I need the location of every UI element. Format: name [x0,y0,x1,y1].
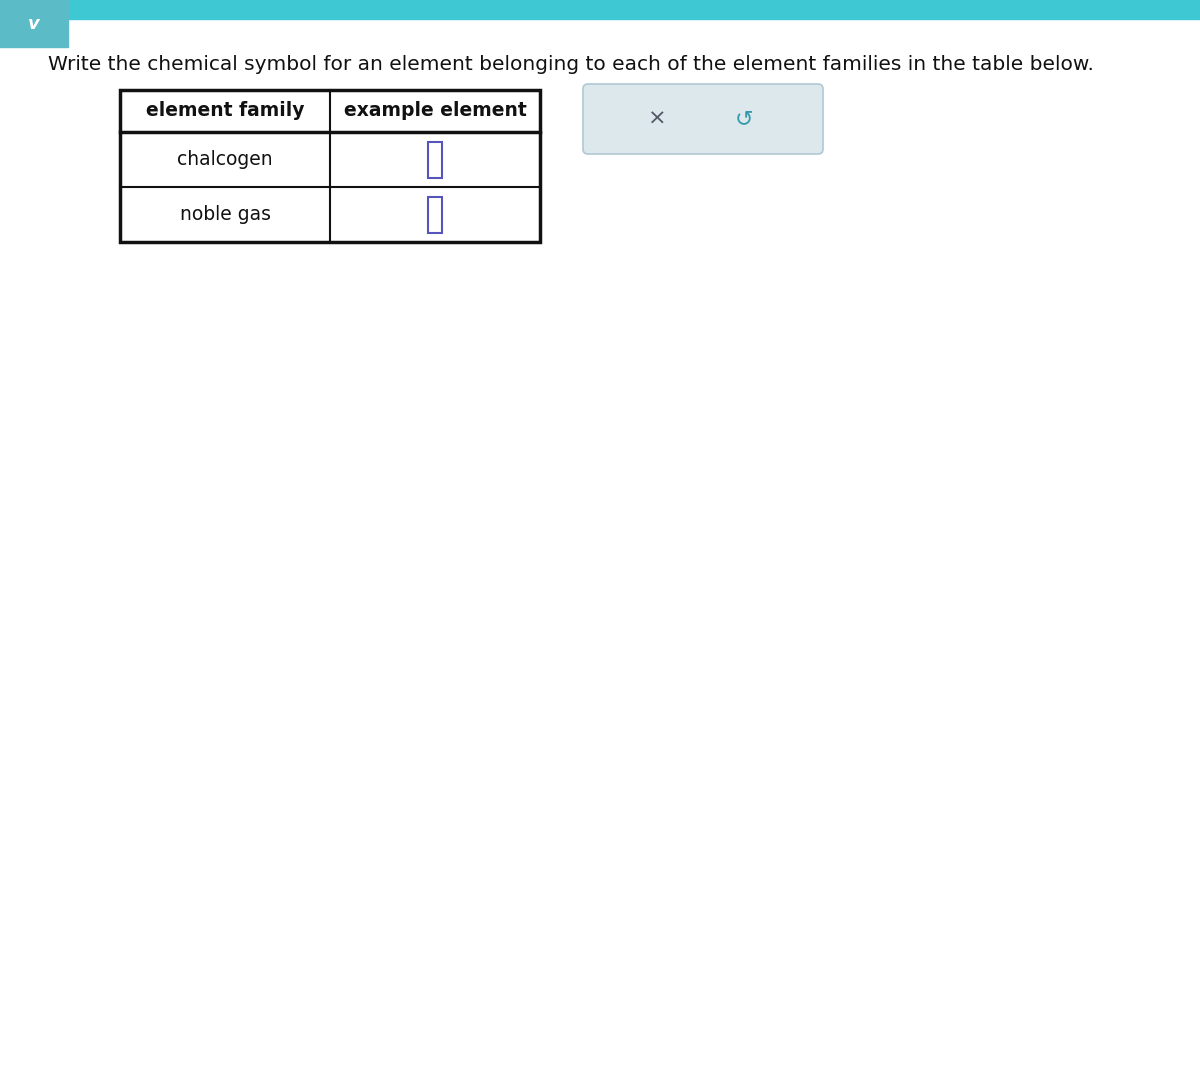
Text: noble gas: noble gas [180,204,270,224]
Text: example element: example element [343,102,527,120]
Text: chalcogen: chalcogen [178,150,272,169]
Text: ↺: ↺ [736,109,754,129]
Text: Write the chemical symbol for an element belonging to each of the element famili: Write the chemical symbol for an element… [48,55,1094,74]
Bar [120,90,540,242]
Bar [0,0,68,48]
Bar [428,197,442,233]
Text: v: v [28,15,40,32]
FancyBboxPatch shape [583,84,823,154]
Text: ×: × [648,109,666,129]
Bar [0,0,1200,19]
Text: element family: element family [145,102,305,120]
Bar [428,142,442,177]
